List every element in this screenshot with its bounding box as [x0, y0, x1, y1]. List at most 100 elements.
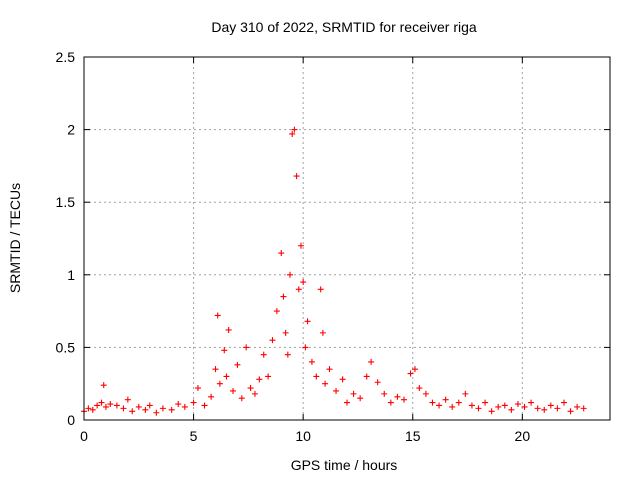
plot-frame	[83, 56, 611, 421]
data-point	[488, 408, 495, 415]
data-point	[326, 366, 333, 373]
data-point	[357, 395, 364, 402]
data-point	[468, 402, 475, 409]
y-tick-label: 1.5	[56, 194, 76, 210]
axis-ticks: 0 5 10 15 20 0 0.5 1 1.5 2 2.5	[56, 49, 610, 444]
data-point	[455, 399, 462, 406]
data-point	[181, 403, 188, 410]
data-point	[223, 373, 230, 380]
data-point	[100, 382, 107, 389]
data-point	[501, 402, 508, 409]
data-point	[482, 399, 489, 406]
data-point	[102, 403, 109, 410]
data-point	[387, 399, 394, 406]
data-point	[475, 405, 482, 412]
data-point	[394, 393, 401, 400]
data-point	[98, 399, 105, 406]
data-point	[260, 351, 267, 358]
data-point	[280, 293, 287, 300]
data-point	[120, 405, 127, 412]
data-point	[94, 402, 101, 409]
data-point	[289, 130, 296, 137]
data-point	[293, 173, 300, 180]
data-point	[547, 402, 554, 409]
data-point	[567, 408, 574, 415]
data-point	[374, 379, 381, 386]
data-point	[368, 358, 375, 365]
data-point	[230, 387, 237, 394]
data-point	[168, 406, 175, 413]
data-point	[221, 347, 228, 354]
data-point	[313, 373, 320, 380]
data-point	[541, 406, 548, 413]
x-tick-label: 0	[80, 428, 88, 444]
data-point	[89, 406, 96, 413]
x-tick-label: 5	[190, 428, 198, 444]
data-point	[113, 402, 120, 409]
data-point	[214, 312, 221, 319]
data-point	[322, 380, 329, 387]
data-point	[238, 395, 245, 402]
data-point	[363, 373, 370, 380]
data-point	[269, 337, 276, 344]
data-point	[287, 271, 294, 278]
data-point	[333, 387, 340, 394]
data-point	[175, 401, 182, 408]
data-point	[284, 351, 291, 358]
data-point	[416, 385, 423, 392]
data-points	[81, 126, 587, 416]
x-tick-label: 20	[515, 428, 531, 444]
data-point	[278, 250, 285, 257]
data-point	[297, 242, 304, 249]
data-point	[251, 390, 258, 397]
data-point	[282, 329, 289, 336]
data-point	[124, 396, 131, 403]
data-point	[212, 366, 219, 373]
data-point	[190, 399, 197, 406]
data-point	[528, 399, 535, 406]
data-point	[201, 402, 208, 409]
chart-title: Day 310 of 2022, SRMTID for receiver rig…	[211, 19, 477, 35]
data-point	[265, 373, 272, 380]
data-point	[85, 405, 92, 412]
data-point	[273, 308, 280, 315]
data-point	[300, 279, 307, 286]
data-point	[462, 390, 469, 397]
y-tick-label: 2.5	[56, 49, 76, 65]
y-tick-label: 1	[67, 267, 75, 283]
data-point	[514, 401, 521, 408]
data-point	[107, 401, 114, 408]
data-point	[295, 286, 302, 293]
data-point	[350, 390, 357, 397]
data-point	[291, 126, 298, 133]
data-point	[495, 403, 502, 410]
data-point	[436, 402, 443, 409]
data-point	[508, 406, 515, 413]
data-point	[146, 402, 153, 409]
data-point	[574, 403, 581, 410]
data-point	[317, 286, 324, 293]
data-point	[521, 403, 528, 410]
data-point	[159, 405, 166, 412]
grid-layer	[84, 57, 610, 420]
data-point	[234, 361, 241, 368]
data-point	[243, 344, 250, 351]
data-point	[308, 358, 315, 365]
data-point	[442, 396, 449, 403]
y-tick-label: 2	[67, 122, 75, 138]
y-tick-label: 0	[67, 412, 75, 428]
data-point	[304, 318, 311, 325]
data-point	[534, 405, 541, 412]
data-point	[400, 396, 407, 403]
data-point	[429, 399, 436, 406]
data-point	[302, 344, 309, 351]
data-point	[247, 385, 254, 392]
y-axis-label: SRMTID / TECUs	[7, 183, 23, 293]
data-point	[580, 405, 587, 412]
data-point	[407, 370, 414, 377]
data-point	[208, 393, 215, 400]
y-tick-label: 0.5	[56, 339, 76, 355]
data-point	[129, 408, 136, 415]
data-point	[344, 399, 350, 406]
